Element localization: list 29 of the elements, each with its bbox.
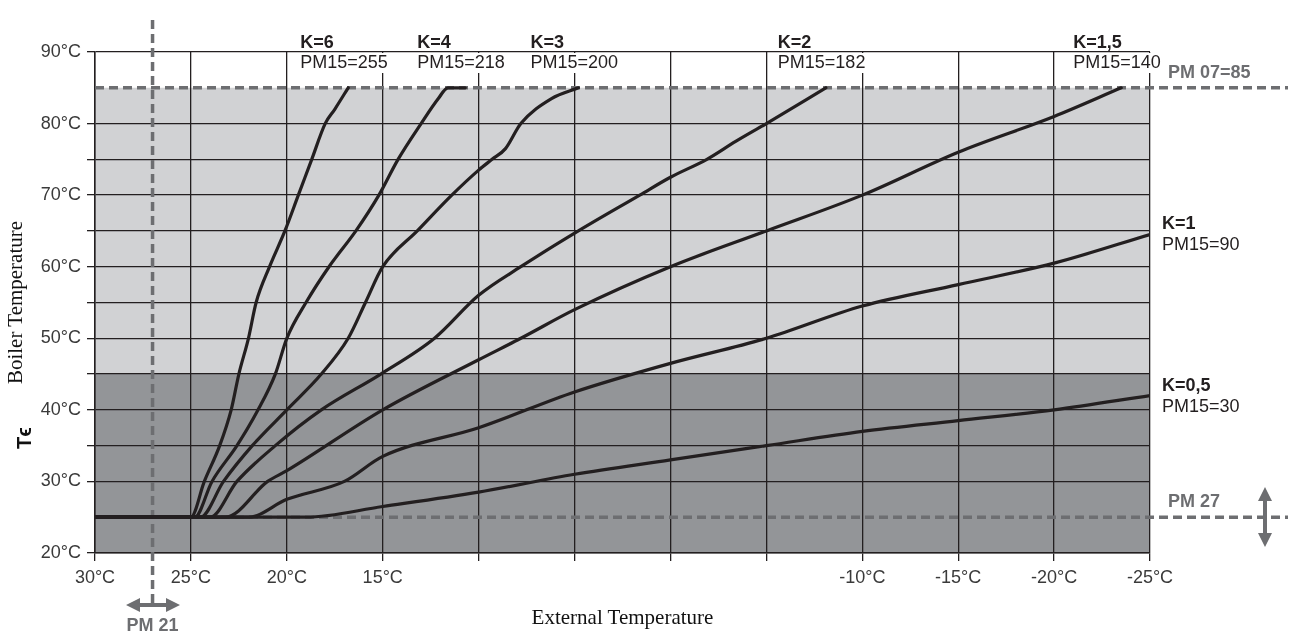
y-tick-label: 50°C: [40, 327, 81, 348]
y-tick-label: 30°C: [40, 470, 81, 491]
ref-line-label: PM 07=85: [1168, 61, 1251, 82]
x-tick-label: 30°C: [74, 566, 116, 587]
series-label: K=3 PM15=200: [530, 31, 618, 72]
ref-line-label: PM 21: [126, 615, 179, 635]
series-label: K=4 PM15=218: [417, 31, 505, 72]
x-axis-title: External Temperature: [531, 604, 714, 629]
x-tick-label: -15°C: [935, 566, 982, 587]
y-tick-label: 40°C: [40, 398, 81, 419]
x-tick-label: 15°C: [362, 566, 403, 587]
y-tick-label: 20°C: [40, 541, 81, 562]
x-tick-label: -10°C: [839, 566, 886, 587]
text: K=6 PM15=255: [300, 31, 388, 72]
y-tick-label: 80°C: [40, 112, 81, 133]
y-tick-label: 90°C: [40, 40, 81, 61]
x-tick-label: -25°C: [1126, 566, 1174, 587]
y-axis-title: Boiler Temperature: [3, 220, 28, 385]
text: Tϵ: [12, 427, 35, 449]
x-tick-label: -20°C: [1030, 566, 1078, 587]
series-label: K=0,5 PM15=30: [1162, 374, 1240, 416]
x-tick-label: 25°C: [170, 566, 212, 587]
series-label: K=1 PM15=90: [1162, 213, 1240, 255]
x-tick-label: 20°C: [266, 566, 307, 587]
y-tick-label: 60°C: [40, 255, 81, 276]
y-tick-label: 70°C: [40, 184, 81, 205]
ref-line-label: PM 27: [1168, 491, 1221, 512]
series-label: K=1,5 PM15=140: [1073, 31, 1161, 72]
text: K=2 PM15=182: [777, 31, 866, 72]
